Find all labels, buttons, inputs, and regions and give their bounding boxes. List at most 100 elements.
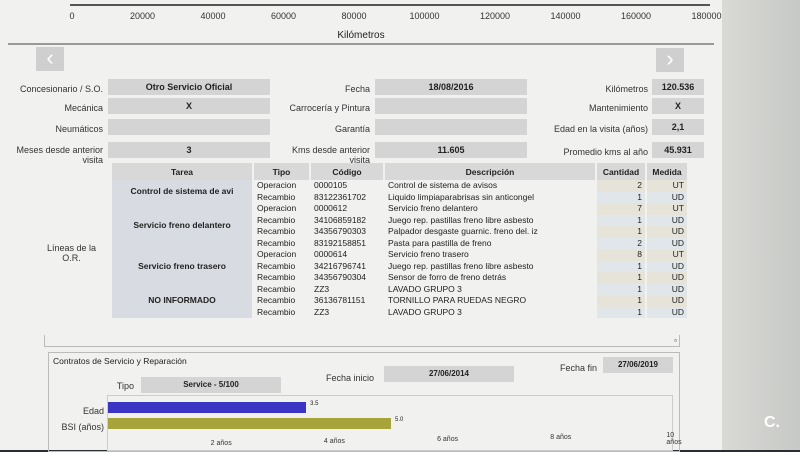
km-tick: 20000 xyxy=(129,11,156,21)
table-row[interactable]: Recambio 83122361702 Liquido limpiaparabri… xyxy=(112,191,687,203)
cantidad-cell: 1 xyxy=(597,260,645,272)
bar-axis-tick: 6 años xyxy=(437,436,459,443)
garantia-value xyxy=(375,119,527,135)
tipo-value: Service - 5/100 xyxy=(141,377,281,393)
table-row[interactable]: Recambio 34356790303 Palpador desgaste gua… xyxy=(112,226,687,238)
kms_desde-value: 11.605 xyxy=(375,142,527,158)
table-row[interactable]: Recambio 34106859182 Juego rep. pastillas … xyxy=(112,214,687,226)
tarea-cell: NO INFORMADO xyxy=(112,283,252,318)
medida-cell: UD xyxy=(647,191,687,203)
edad-value: 2,1 xyxy=(652,119,704,135)
table-row[interactable]: Servicio freno delantero Operacion 0000612… xyxy=(112,203,687,249)
lines-table-wrap: Tarea Tipo Código Descripción Cantidad Medida… xyxy=(110,163,710,318)
neumaticos-value xyxy=(108,119,270,135)
fecha-fin-label: Fecha fin xyxy=(559,363,597,373)
tarea-cell: Control de sistema de avi xyxy=(112,180,252,203)
descripcion-cell: Juego rep. pastillas freno libre asbesto xyxy=(388,260,534,271)
tipo-cell: Recambio xyxy=(257,283,296,294)
descripcion-cell: Palpador desgaste guarnic. freno del. iz xyxy=(388,226,538,236)
promedio-label: Promedio kms al año xyxy=(563,147,648,157)
descripcion-cell: Servicio freno trasero xyxy=(388,249,469,259)
table-row[interactable]: Recambio ZZ3 LAVADO GRUPO 3 1 UD xyxy=(112,306,687,318)
tipo-cell: Recambio xyxy=(257,295,296,305)
table-row[interactable]: Recambio 36136781151 TORNILLO PARA RUEDAS … xyxy=(112,295,687,307)
codigo-cell: 34356790303 xyxy=(314,226,367,236)
medida-cell: UD xyxy=(647,237,687,249)
column-header[interactable]: Tarea xyxy=(112,163,252,180)
tarea-cell: Servicio freno delantero xyxy=(112,203,252,249)
column-header[interactable]: Cantidad xyxy=(597,163,645,180)
km-tick: 100000 xyxy=(409,11,440,21)
bar xyxy=(108,402,307,413)
cantidad-cell: 1 xyxy=(597,306,645,318)
medida-cell: UD xyxy=(647,260,687,272)
bar-axis-tick: 10 años xyxy=(666,432,682,446)
tipo-cell: Recambio xyxy=(257,191,296,202)
monitor-bezel: C. xyxy=(722,0,800,450)
garantia-label: Garantía xyxy=(334,124,370,134)
column-header[interactable]: Código xyxy=(311,163,383,180)
table-row[interactable]: NO INFORMADO Recambio ZZ3 LAVADO GRUPO 3 1 UD xyxy=(112,283,687,318)
medida-cell: UT xyxy=(647,203,687,215)
carroceria-label: Carrocería y Pintura xyxy=(289,103,370,113)
descripcion-cell: Liquido limpiaparabrisas sin anticongel xyxy=(388,191,535,202)
bar-value-label: 5.0 xyxy=(395,417,404,423)
table-row[interactable]: Recambio 34356790304 Sensor de forro de fr… xyxy=(112,272,687,284)
km-tick: 140000 xyxy=(550,11,581,21)
tarea-cell: Servicio freno trasero xyxy=(112,249,252,284)
codigo-cell: ZZ3 xyxy=(314,306,330,317)
column-header[interactable]: Medida xyxy=(647,163,687,180)
table-row[interactable]: Recambio 83192158851 Pasta para pastilla d… xyxy=(112,237,687,249)
mecanica-label: Mecánica xyxy=(64,103,103,113)
codigo-cell: 34356790304 xyxy=(314,272,367,282)
km-tick: 180000 xyxy=(691,11,722,21)
km-tick: 80000 xyxy=(341,11,367,21)
descripcion-cell: Juego rep. pastillas freno libre asbesto xyxy=(388,214,534,225)
bar xyxy=(108,418,391,429)
codigo-cell: 0000612 xyxy=(314,203,348,213)
cantidad-cell: 1 xyxy=(597,191,645,203)
meses-label: Meses desde anterior visita xyxy=(16,145,103,165)
cantidad-cell: 1 xyxy=(597,214,645,226)
next-visit-button[interactable]: › xyxy=(656,48,684,72)
kms_desde-label: Kms desde anterior visita xyxy=(291,145,370,165)
medida-cell: UD xyxy=(647,306,687,318)
cantidad-cell: 1 xyxy=(597,226,645,238)
cantidad-cell: 2 xyxy=(597,237,645,249)
contracts-title: Contratos de Servicio y Reparación xyxy=(53,356,187,366)
tipo-cell: Recambio xyxy=(257,226,296,236)
fecha-fin-value: 27/06/2019 xyxy=(603,357,673,373)
codigo-cell: 83122361702 xyxy=(314,191,367,202)
descripcion-cell: Servicio freno delantero xyxy=(388,203,478,213)
prev-visit-button[interactable]: ‹ xyxy=(36,47,64,71)
km-chart-baseline xyxy=(70,0,710,6)
tipo-cell: Recambio xyxy=(257,272,296,282)
km-tick: 40000 xyxy=(200,11,226,21)
descripcion-cell: Control de sistema de avisos xyxy=(388,180,498,190)
km-axis-label: Kilómetros xyxy=(337,30,385,41)
kilometros-value: 120.536 xyxy=(652,79,704,95)
fecha-label: Fecha xyxy=(344,84,370,94)
medida-cell: UD xyxy=(647,214,687,226)
table-row[interactable]: Recambio 34216796741 Juego rep. pastillas … xyxy=(112,260,687,272)
bar-axis-tick: 2 años xyxy=(210,440,232,447)
table-row[interactable]: Control de sistema de avi Operacion 000010… xyxy=(112,180,687,203)
mecanica-value: X xyxy=(108,98,270,114)
collapse-icon[interactable]: ▫ xyxy=(674,336,677,345)
medida-cell: UD xyxy=(647,295,687,307)
table-row[interactable]: Servicio freno trasero Operacion 0000614 Se… xyxy=(112,249,687,284)
column-header[interactable]: Descripción xyxy=(385,163,595,180)
km-tick: 120000 xyxy=(479,11,511,21)
column-header[interactable]: Tipo xyxy=(254,163,309,180)
fecha-value: 18/08/2016 xyxy=(375,79,527,95)
codigo-cell: 34216796741 xyxy=(314,260,367,271)
descripcion-cell: Sensor de forro de freno detrás xyxy=(388,272,507,282)
medida-cell: UD xyxy=(647,283,687,295)
mantenimiento-value: X xyxy=(652,98,704,114)
cantidad-cell: 7 xyxy=(597,203,645,215)
watermark: C. xyxy=(764,414,780,431)
contract-chart: Edad 3.5 BSI (años) 5.0 2 años 4 años 6 años 8 … xyxy=(61,395,682,451)
cantidad-cell: 1 xyxy=(597,272,645,284)
descripcion-cell: LAVADO GRUPO 3 xyxy=(388,306,462,317)
bar-category-label: Edad xyxy=(82,406,104,416)
